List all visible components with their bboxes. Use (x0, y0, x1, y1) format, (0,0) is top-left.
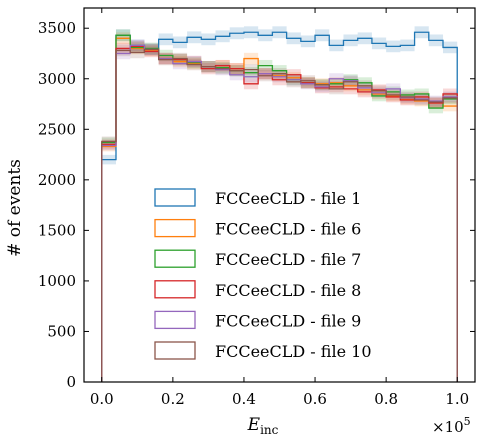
x-tick-label: 1.0 (445, 390, 469, 408)
legend-label: FCCeeCLD - file 1 (215, 189, 361, 208)
legend-swatch (154, 249, 196, 268)
x-multiplier-exponent: 5 (464, 415, 471, 428)
series-line (101, 31, 458, 382)
y-axis-ticks: 0 500 1000 1500 2000 2500 3000 3500 (38, 19, 475, 391)
y-tick-label: 2500 (38, 120, 76, 138)
x-multiplier-base: ×10 (432, 418, 464, 436)
x-axis-ticks: 0.0 0.2 0.4 0.6 0.8 1.0 (90, 8, 469, 408)
y-tick-label: 2000 (38, 171, 76, 189)
legend-swatch (154, 341, 196, 360)
legend-swatch (154, 310, 196, 330)
x-axis-title-sub: inc (260, 423, 279, 437)
legend-label: FCCeeCLD - file 7 (215, 250, 361, 269)
y-tick-label: 1000 (38, 272, 76, 290)
y-tick-label: 1500 (38, 221, 76, 239)
legend-swatch (154, 188, 196, 207)
series-line (101, 48, 458, 382)
x-axis-title-main: E (247, 415, 261, 435)
legend-label: FCCeeCLD - file 6 (215, 220, 361, 239)
x-axis-multiplier: ×105 (432, 415, 471, 436)
x-tick-label: 0.6 (303, 390, 327, 408)
x-axis-title: Einc (247, 415, 279, 437)
legend-swatch (154, 280, 196, 299)
legend-label: FCCeeCLD - file 10 (215, 342, 372, 361)
x-tick-label: 0.2 (161, 390, 185, 408)
y-tick-label: 0 (66, 373, 76, 391)
series-lines (101, 31, 458, 382)
y-tick-label: 3000 (38, 70, 76, 88)
x-tick-label: 0.8 (374, 390, 398, 408)
legend-label: FCCeeCLD - file 8 (215, 281, 361, 300)
legend-label: FCCeeCLD - file 9 (215, 311, 361, 330)
y-tick-label: 3500 (38, 19, 76, 37)
x-tick-label: 0.0 (90, 390, 114, 408)
plot-frame (83, 7, 476, 383)
legend-swatch (154, 218, 196, 238)
x-tick-label: 0.4 (232, 390, 256, 408)
y-axis-title: # of events (5, 159, 25, 257)
y-tick-label: 500 (47, 322, 76, 340)
legend: FCCeeCLD - file 1 FCCeeCLD - file 6 FCCeeC… (154, 188, 372, 361)
